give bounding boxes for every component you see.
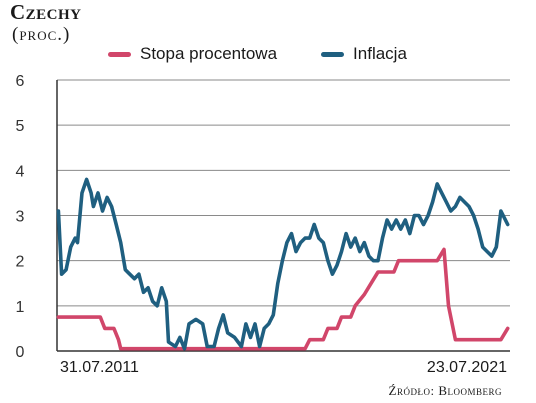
legend-label-rate: Stopa procentowa: [140, 44, 278, 63]
y-tick-label-0: 0: [16, 344, 25, 361]
chart-title: Czechy: [10, 0, 82, 24]
legend-item-inflation: Inflacja: [321, 44, 407, 64]
y-tick-label-2: 2: [16, 254, 25, 271]
series-line-inflation: [56, 177, 510, 351]
y-tick-label-5: 5: [16, 118, 25, 135]
legend-swatch-inflation: [321, 51, 345, 57]
x-label-end: 23.07.2021: [427, 359, 507, 376]
legend-label-inflation: Inflacja: [353, 44, 407, 63]
source-note: Źródło: Bloomberg: [388, 383, 502, 398]
chart-subtitle: (proc.): [12, 24, 71, 45]
y-tick-label-4: 4: [16, 163, 25, 180]
chart-legend: Stopa procentowa Inflacja: [108, 44, 451, 64]
legend-swatch-rate: [108, 51, 131, 57]
y-tick-label-3: 3: [16, 209, 25, 226]
x-label-start: 31.07.2011: [60, 359, 139, 376]
y-tick-label-6: 6: [16, 73, 25, 90]
y-tick-label-1: 1: [16, 299, 25, 316]
series-line-rate: [56, 247, 510, 351]
legend-item-rate: Stopa procentowa: [108, 44, 277, 64]
